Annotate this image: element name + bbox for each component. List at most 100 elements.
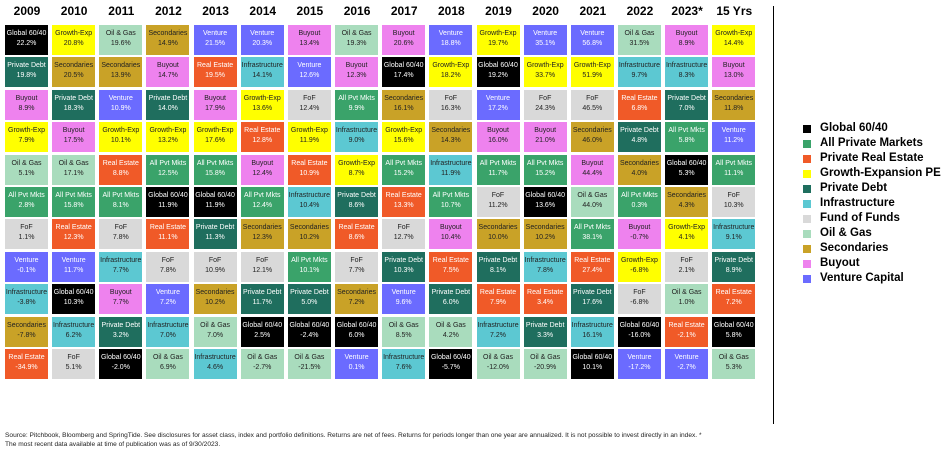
return-value: 18.8% <box>440 40 461 47</box>
asset-label: Infrastructure <box>194 354 236 361</box>
return-cell: Real Estate 13.3% <box>382 187 426 217</box>
return-value: 17.5% <box>63 137 84 145</box>
return-value: 13.6% <box>252 104 273 112</box>
return-cell: Real Estate 10.9% <box>287 154 331 185</box>
asset-label: Venture <box>580 30 605 37</box>
asset-label: Private Debt <box>54 94 93 102</box>
asset-label: Buyout <box>345 62 368 70</box>
asset-label: All Pvt Mkts <box>479 159 517 167</box>
return-cell: Global 60/40 11.9% <box>146 187 190 217</box>
return-value: 19.2% <box>488 72 508 80</box>
asset-label: All Pvt Mkts <box>8 192 45 199</box>
return-value: 15.2% <box>393 169 414 177</box>
return-cell: Secondaries 20.5% <box>52 57 96 88</box>
return-value: 14.0% <box>158 104 178 112</box>
return-value: 44.4% <box>582 169 603 177</box>
return-value: 3.4% <box>537 299 554 307</box>
return-cell: Buyout 12.4% <box>240 154 284 185</box>
asset-label: Buyout <box>157 62 179 70</box>
return-cell: Oil & Gas 5.3% <box>712 349 756 379</box>
return-value: 12.5% <box>158 169 178 177</box>
column-header: 2010 <box>60 4 88 18</box>
return-value: 5.8% <box>678 137 695 145</box>
asset-label: Private Debt <box>195 224 235 232</box>
return-cell: Buyout 17.5% <box>52 122 96 153</box>
return-value: 20.8% <box>63 40 84 47</box>
asset-label: Private Debt <box>431 289 471 297</box>
return-value: 8.6% <box>348 234 365 242</box>
return-cell: Private Debt 18.3% <box>52 89 96 120</box>
legend-label: Infrastructure <box>820 197 895 209</box>
return-value: 10.9% <box>299 169 320 177</box>
return-value: 12.4% <box>252 202 273 209</box>
return-cell: Venture 10.9% <box>99 89 143 120</box>
asset-label: Secondaries <box>242 224 282 232</box>
return-value: 2.5% <box>254 331 271 339</box>
return-cell: Real Estate 8.6% <box>335 219 379 250</box>
asset-label: FoF <box>586 94 599 102</box>
asset-label: Oil & Gas <box>11 159 42 167</box>
return-value: 13.6% <box>535 202 556 209</box>
asset-label: Infrastructure <box>241 62 283 70</box>
asset-label: FoF <box>303 94 316 102</box>
return-value: 12.3% <box>346 72 367 80</box>
asset-label: Buyout <box>251 159 274 167</box>
asset-label: Real Estate <box>621 94 658 102</box>
asset-label: FoF <box>680 256 693 264</box>
return-value: -3.8% <box>17 299 36 307</box>
return-cell: FoF 46.5% <box>570 89 614 120</box>
return-cell: Real Estate 8.8% <box>99 154 143 185</box>
legend-label: All Private Markets <box>820 137 923 149</box>
asset-label: Buyout <box>109 289 132 297</box>
return-cell: Secondaries 14.9% <box>146 25 190 55</box>
return-cell: Private Debt 3.3% <box>523 316 567 347</box>
return-value: 10.3% <box>723 202 744 209</box>
asset-label: FoF <box>114 224 128 232</box>
asset-label: Private Debt <box>242 289 282 297</box>
return-cell: Growth-Exp 18.2% <box>429 57 473 88</box>
return-value: 10.9% <box>110 104 131 112</box>
return-value: 1.0% <box>678 299 695 307</box>
return-value: 7.2% <box>159 299 176 307</box>
asset-label: Global 60/40 <box>195 192 235 199</box>
asset-label: Oil & Gas <box>247 354 278 361</box>
return-value: 5.3% <box>678 169 695 177</box>
asset-label: Venture <box>203 30 228 37</box>
return-value: 11.1% <box>724 169 744 177</box>
column-header: 2009 <box>13 4 41 18</box>
return-value: 7.0% <box>159 331 176 339</box>
return-cell: Real Estate 6.8% <box>617 89 661 120</box>
asset-label: Real Estate <box>8 354 45 361</box>
return-cell: Secondaries 4.0% <box>617 154 661 185</box>
return-value: 16.3% <box>440 104 461 112</box>
return-value: 5.1% <box>65 364 82 371</box>
return-cell: All Pvt Mkts 38.1% <box>570 219 614 250</box>
asset-label: Infrastructure <box>571 321 613 329</box>
return-value: 14.7% <box>158 72 178 80</box>
return-value: 11.8% <box>724 104 744 112</box>
asset-label: Growth-Exp <box>196 127 234 135</box>
asset-label: FoF <box>67 354 80 361</box>
column-header: 2020 <box>532 4 559 18</box>
return-cell: Global 60/40 -2.4% <box>287 316 331 347</box>
return-value: 4.8% <box>631 137 648 145</box>
asset-label: Private Debt <box>667 94 706 102</box>
return-cell: Venture 12.6% <box>287 57 331 88</box>
return-cell: FoF 12.4% <box>287 89 331 120</box>
return-cell: Growth-Exp -6.8% <box>617 251 661 282</box>
return-cell: Secondaries 46.0% <box>570 122 614 153</box>
asset-label: Oil & Gas <box>152 354 183 361</box>
return-cell: All Pvt Mkts 9.9% <box>335 89 379 120</box>
return-value: 12.3% <box>63 234 84 242</box>
asset-label: Growth-Exp <box>338 159 376 167</box>
return-cell: Infrastructure 16.1% <box>570 316 614 347</box>
return-value: 20.3% <box>252 40 273 47</box>
return-value: 18.3% <box>63 104 84 112</box>
return-cell: Private Debt 11.7% <box>240 284 284 315</box>
return-cell: Infrastructure 9.1% <box>712 219 756 250</box>
asset-label: All Pvt Mkts <box>149 159 187 167</box>
return-cell: Real Estate 12.8% <box>240 122 284 153</box>
asset-label: All Pvt Mkts <box>432 192 470 199</box>
return-value: 15.6% <box>393 137 414 145</box>
return-cell: Oil & Gas 19.3% <box>335 25 379 55</box>
